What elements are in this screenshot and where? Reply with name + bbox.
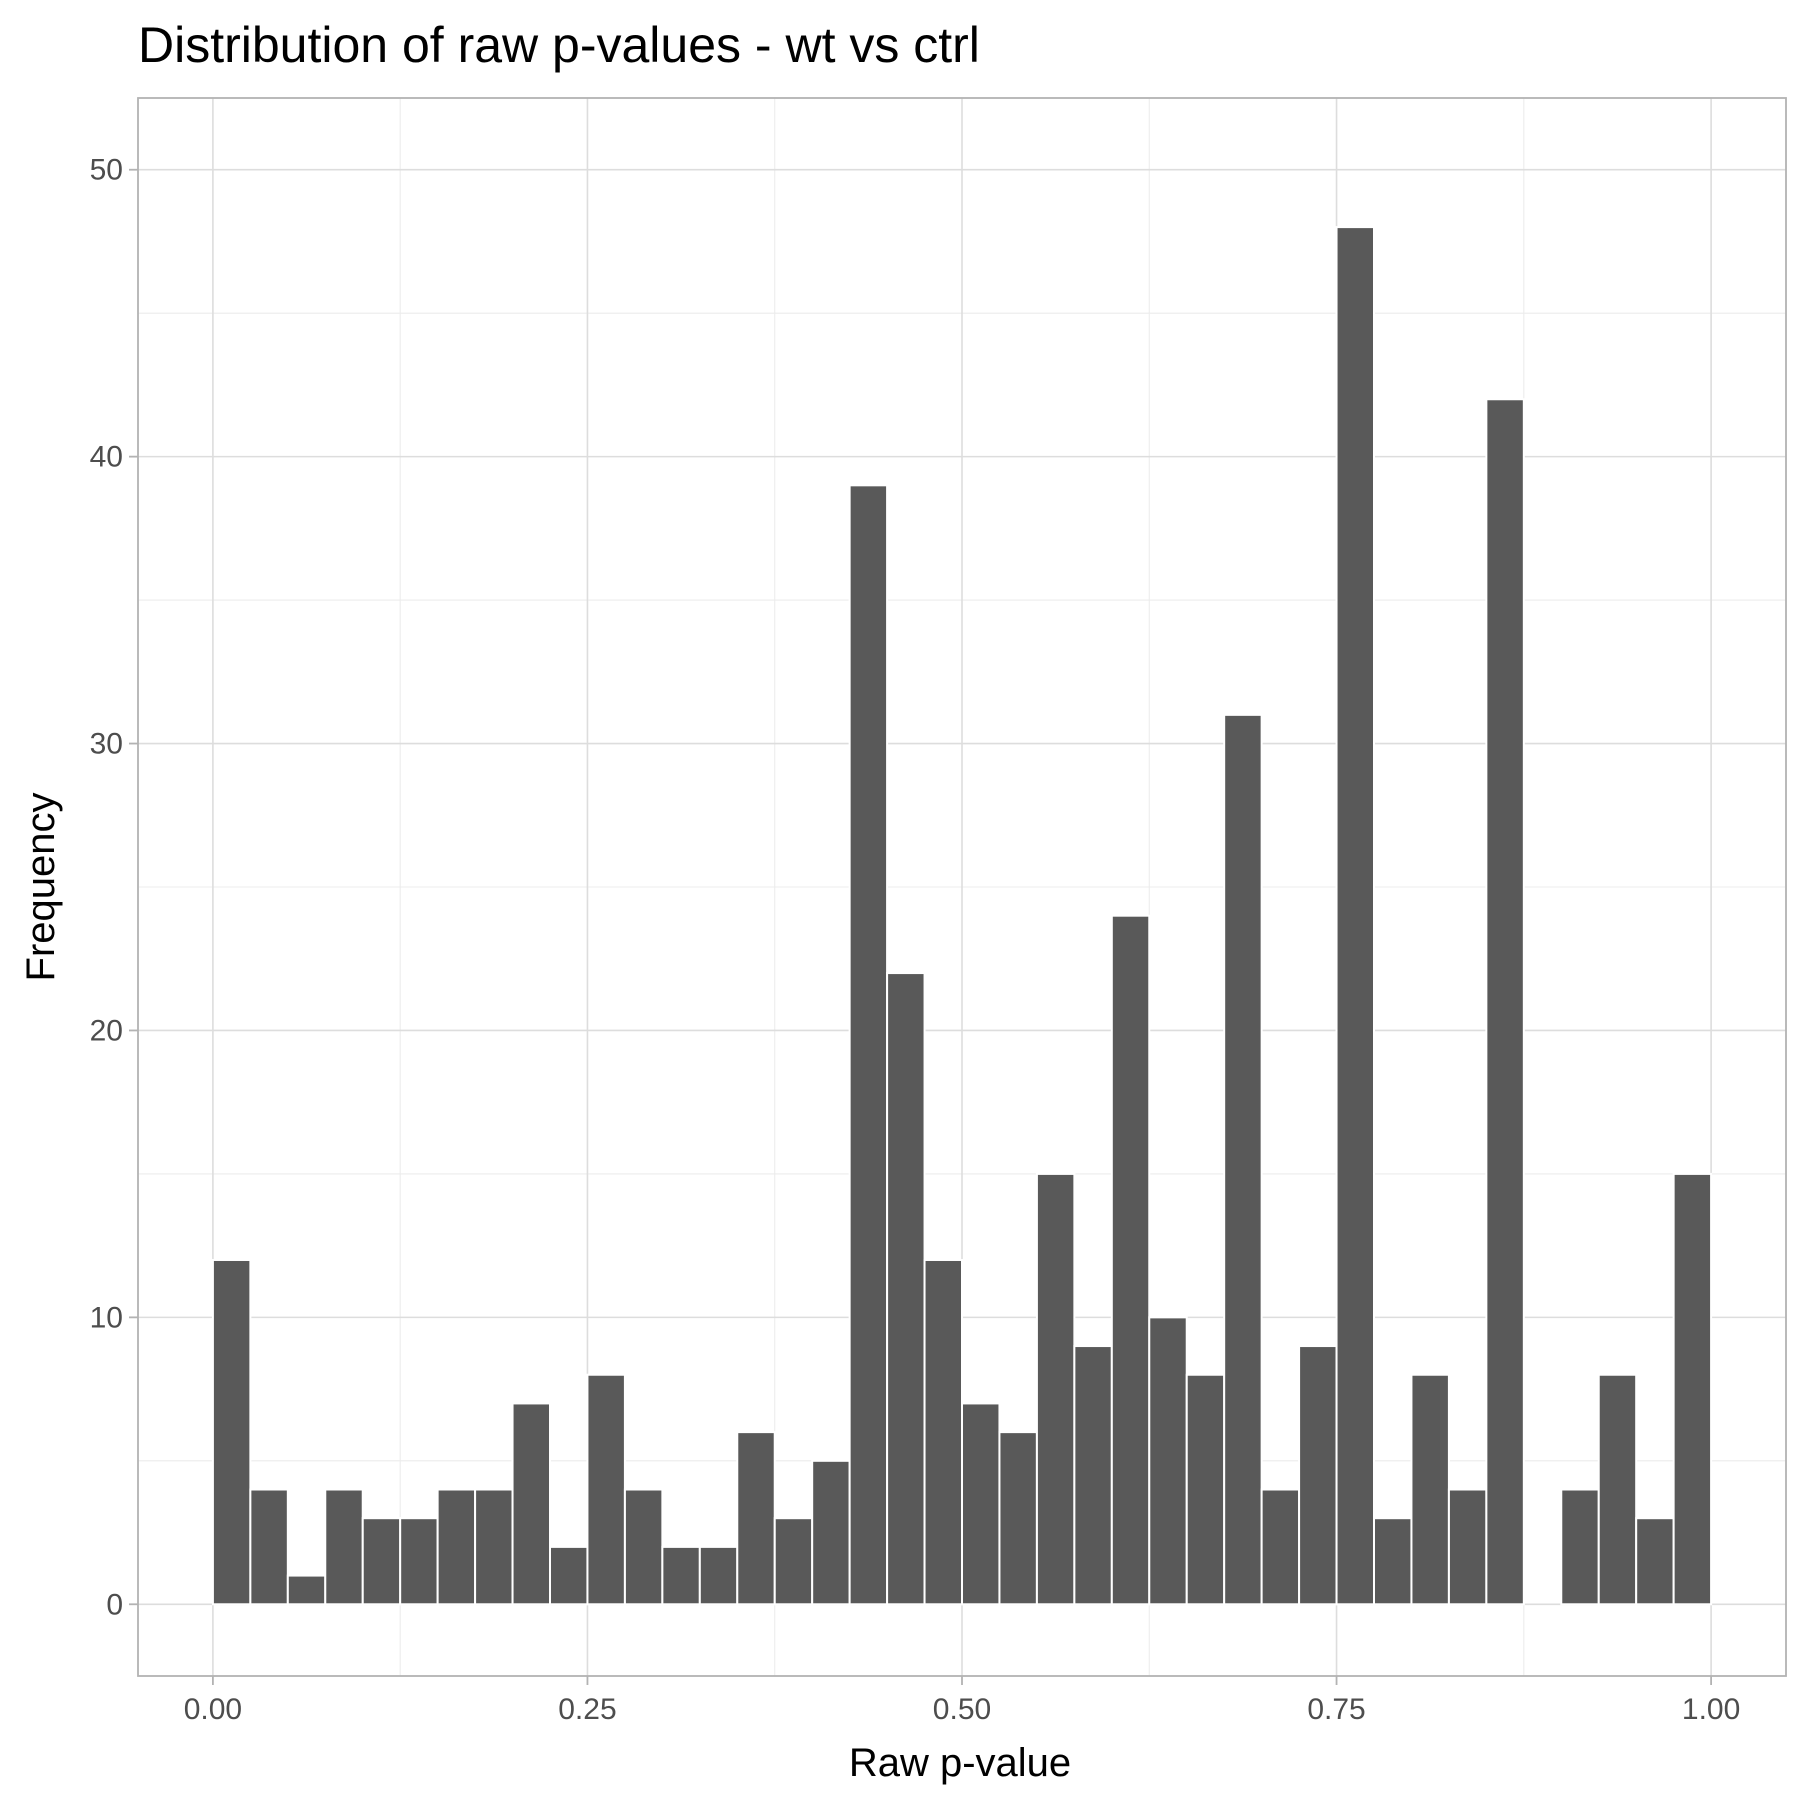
histogram-bar	[1672, 1172, 1713, 1606]
chart-title: Distribution of raw p-values - wt vs ctr…	[138, 17, 980, 73]
histogram-bar	[698, 1545, 739, 1606]
histogram-bar	[1597, 1373, 1638, 1606]
histogram-bar	[1560, 1488, 1600, 1606]
histogram-bar	[736, 1431, 776, 1606]
histogram-bar	[623, 1488, 664, 1606]
histogram-bar	[1260, 1488, 1301, 1606]
y-tick-label: 20	[90, 1014, 123, 1047]
histogram-bar	[1110, 914, 1151, 1606]
histogram-bar	[211, 1258, 252, 1606]
histogram-bar	[586, 1373, 626, 1606]
histogram-bar	[1485, 398, 1525, 1606]
histogram-bar	[1410, 1373, 1450, 1606]
histogram-bar	[324, 1488, 364, 1606]
y-axis-label: Frequency	[19, 793, 63, 982]
histogram-bar	[773, 1517, 814, 1606]
histogram-bar	[249, 1488, 289, 1606]
y-tick-label: 30	[90, 728, 123, 761]
histogram-bar	[848, 484, 889, 1606]
histogram-bar	[811, 1459, 851, 1606]
histogram-bar	[399, 1517, 439, 1606]
x-tick-label: 0.75	[1307, 1693, 1365, 1726]
histogram-bar	[1035, 1172, 1076, 1606]
histogram-bar	[1223, 713, 1263, 1606]
histogram-bar	[474, 1488, 514, 1606]
histogram-bar	[1635, 1517, 1675, 1606]
histogram-bar	[1073, 1345, 1113, 1606]
histogram-bar	[1373, 1517, 1413, 1606]
y-tick-label: 40	[90, 441, 123, 474]
x-axis: 0.00 0.25 0.50 0.75 1.00	[184, 1676, 1740, 1726]
histogram-bar	[1335, 226, 1375, 1606]
histogram-bar	[1298, 1345, 1338, 1606]
histogram-bar	[1148, 1316, 1188, 1606]
histogram-bar	[286, 1574, 327, 1606]
x-tick-label: 0.25	[558, 1693, 616, 1726]
x-tick-label: 0.50	[933, 1693, 991, 1726]
y-tick-label: 0	[106, 1588, 123, 1621]
histogram-bar	[961, 1402, 1001, 1606]
histogram-bar	[549, 1545, 589, 1606]
histogram-bar	[361, 1517, 402, 1606]
x-tick-label: 0.00	[184, 1693, 242, 1726]
y-tick-label: 50	[90, 154, 123, 187]
y-axis: 0 10 20 30 40 50	[90, 154, 138, 1621]
histogram-bar	[998, 1431, 1038, 1606]
histogram-bar	[436, 1488, 477, 1606]
x-tick-label: 1.00	[1682, 1693, 1740, 1726]
x-axis-label: Raw p-value	[849, 1741, 1071, 1785]
histogram-bar	[661, 1545, 701, 1606]
histogram-bar	[511, 1402, 552, 1606]
histogram-bar	[923, 1258, 964, 1606]
histogram-bar	[1185, 1373, 1226, 1606]
histogram-bar	[1447, 1488, 1488, 1606]
bars	[211, 226, 1713, 1606]
y-tick-label: 10	[90, 1301, 123, 1334]
histogram-bar	[886, 972, 926, 1606]
